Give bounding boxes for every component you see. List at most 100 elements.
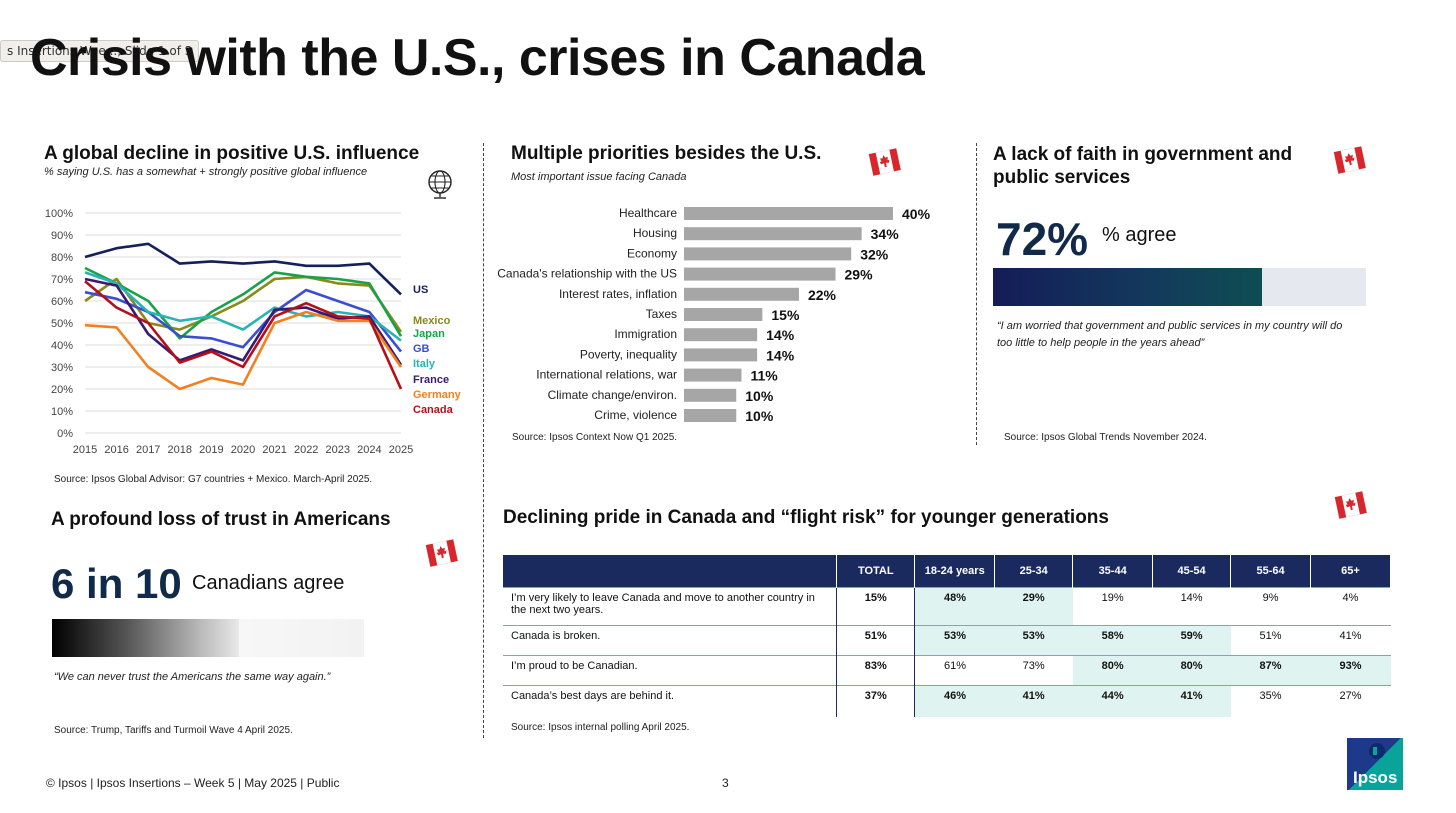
legend-label-japan: Japan <box>413 328 445 340</box>
legend-label-germany: Germany <box>413 389 462 401</box>
table-header-cell: TOTAL <box>836 555 916 588</box>
bar-value-label: 15% <box>771 307 800 323</box>
table-cell: 35% <box>1230 685 1311 717</box>
series-line-italy <box>84 271 402 342</box>
table-cell: 53% <box>994 625 1073 656</box>
faith-stat-label: % agree <box>1102 224 1177 246</box>
table-row-label: I’m very likely to leave Canada and move… <box>503 587 838 626</box>
table-cell: 46% <box>914 685 995 717</box>
x-tick-label: 2024 <box>357 444 381 456</box>
y-tick-label: 100% <box>45 208 73 220</box>
x-tick-label: 2021 <box>262 444 286 456</box>
bar <box>684 409 737 422</box>
legend-label-gb: GB <box>413 343 430 355</box>
table-cell: 9% <box>1230 587 1311 626</box>
table-cell: 59% <box>1152 625 1231 656</box>
trust-stat-label: Canadians agree <box>192 572 345 594</box>
table-cell: 27% <box>1310 685 1391 717</box>
table-row: Canada’s best days are behind it. 37% 46% 4… <box>503 685 1391 717</box>
bar-category-label: International relations, war <box>536 368 677 382</box>
series-line-japan <box>84 266 403 340</box>
table-cell: 53% <box>914 625 995 656</box>
series-line-germany <box>84 310 403 391</box>
bar-category-label: Housing <box>633 226 677 240</box>
faith-progress-fill <box>993 268 1262 306</box>
y-tick-label: 50% <box>51 318 73 330</box>
table-row-label: I’m proud to be Canadian. <box>503 655 838 686</box>
bar-category-label: Economy <box>627 246 677 260</box>
y-tick-label: 40% <box>51 340 73 352</box>
table-row-label: Canada is broken. <box>503 625 838 656</box>
bar-category-label: Healthcare <box>619 206 677 220</box>
influence-subtitle: % saying U.S. has a somewhat + strongly … <box>44 166 368 178</box>
table-cell: 58% <box>1072 625 1153 656</box>
x-tick-label: 2015 <box>73 444 97 456</box>
priorities-subtitle: Most important issue facing Canada <box>511 171 687 183</box>
legend-label-canada: Canada <box>413 404 454 416</box>
table-header-cell: 35-44 <box>1072 555 1154 588</box>
footer-text: © Ipsos | Ipsos Insertions – Week 5 | Ma… <box>46 776 340 790</box>
table-header-cell: 45-54 <box>1152 555 1232 588</box>
y-tick-label: 90% <box>51 230 73 242</box>
trust-source: Source: Trump, Tariffs and Turmoil Wave … <box>54 725 293 736</box>
table-header-cell: 18-24 years <box>914 555 996 588</box>
priorities-source: Source: Ipsos Context Now Q1 2025. <box>512 432 678 443</box>
bar <box>684 328 758 342</box>
legend-label-us: US <box>413 284 428 296</box>
table-cell: 80% <box>1072 655 1153 686</box>
bar <box>684 368 742 382</box>
bar <box>684 308 763 321</box>
priorities-bar-chart: Healthcare 40% Housing 34% Economy 32% Canada'… <box>497 206 931 424</box>
priorities-title: Multiple priorities besides the U.S. <box>511 143 822 164</box>
x-tick-label: 2017 <box>136 444 160 456</box>
legend-label-mexico: Mexico <box>413 315 451 327</box>
faith-quote: “I am worried that government and public… <box>997 318 1342 352</box>
influence-source: Source: Ipsos Global Advisor: G7 countri… <box>54 474 373 485</box>
bar-category-label: Poverty, inequality <box>580 347 677 361</box>
influence-title: A global decline in positive U.S. influe… <box>44 143 420 164</box>
faith-source: Source: Ipsos Global Trends November 202… <box>1004 432 1207 443</box>
y-tick-label: 30% <box>51 362 73 374</box>
canada-flag-icon <box>425 539 459 567</box>
bar <box>684 348 758 362</box>
bar-value-label: 14% <box>766 347 795 363</box>
bar-value-label: 34% <box>871 226 900 242</box>
table-row-label: Canada’s best days are behind it. <box>503 685 838 717</box>
faith-title-line1: A lack of faith in government and <box>993 144 1293 165</box>
faith-quote-line2: too little to help people in the years a… <box>997 337 1205 349</box>
slide-tooltip: s Insertions Wee..., Slide 1 of 3 <box>0 40 200 62</box>
x-tick-label: 2018 <box>168 444 192 456</box>
table-cell: 83% <box>836 655 916 686</box>
bar-value-label: 32% <box>860 246 889 262</box>
table-cell: 37% <box>836 685 916 717</box>
table-header-cell: 55-64 <box>1230 555 1312 588</box>
bar-value-label: 10% <box>745 408 774 424</box>
bar-value-label: 11% <box>750 368 778 384</box>
table-cell: 87% <box>1230 655 1311 686</box>
trust-quote: “We can never trust the Americans the sa… <box>54 671 331 683</box>
canada-flag-icon <box>1333 146 1367 174</box>
bar-category-label: Canada's relationship with the US <box>497 267 677 281</box>
ipsos-logo: Ipsos <box>1347 738 1403 790</box>
bar <box>684 207 893 220</box>
y-tick-label: 10% <box>51 406 73 418</box>
table-cell: 4% <box>1310 587 1391 626</box>
pride-title: Declining pride in Canada and “flight ri… <box>503 507 1109 528</box>
bar-value-label: 29% <box>845 267 874 283</box>
bar-value-label: 40% <box>902 206 931 222</box>
legend-label-italy: Italy <box>413 358 436 370</box>
faith-stat: 72% <box>996 213 1089 265</box>
table-header-blank <box>503 555 838 588</box>
table-cell: 41% <box>1310 625 1391 656</box>
x-tick-label: 2025 <box>389 444 413 456</box>
table-cell: 41% <box>1152 685 1231 717</box>
x-tick-label: 2016 <box>104 444 128 456</box>
ipsos-logo-text: Ipsos <box>1353 768 1398 787</box>
pride-table: TOTAL 18-24 years 25-34 35-44 45-54 55-64 65+ … <box>503 555 1391 717</box>
bar-value-label: 14% <box>766 327 795 343</box>
series-line-gb <box>84 288 403 353</box>
series-line-canada <box>84 280 403 390</box>
canada-flag-icon <box>1334 491 1368 519</box>
y-tick-label: 20% <box>51 384 73 396</box>
page-number: 3 <box>722 776 729 790</box>
